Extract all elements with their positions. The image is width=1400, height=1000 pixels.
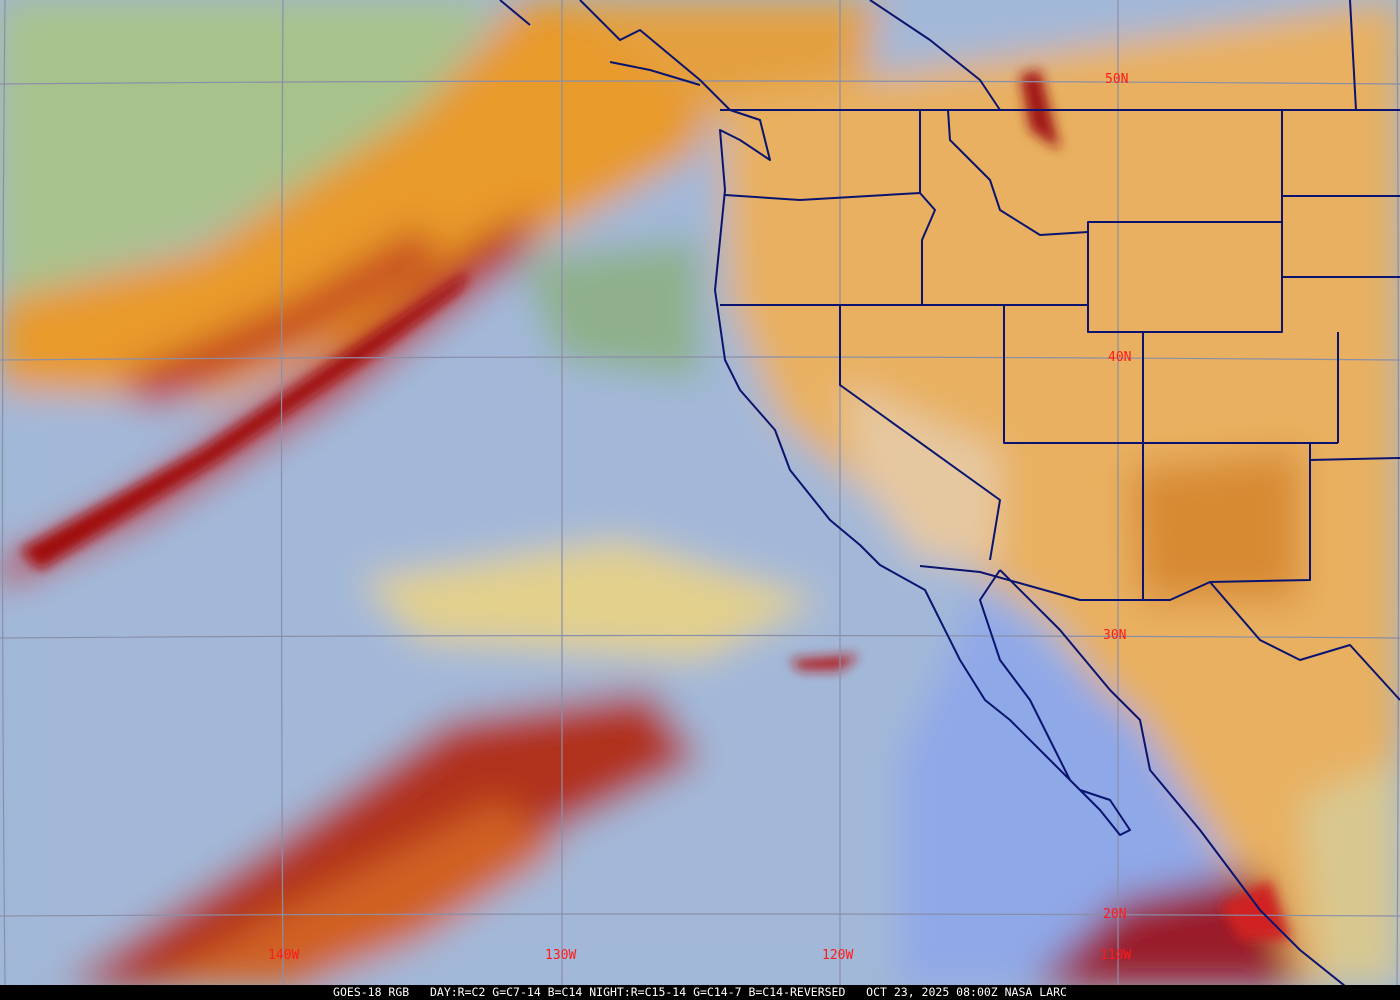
latitude-label-20n: 20N	[1103, 907, 1127, 922]
coastlines-and-borders	[499, 0, 1400, 985]
longitude-label-120w: 120W	[822, 948, 854, 963]
longitude-label-110w: 110W	[1100, 948, 1132, 963]
latitude-label-40n: 40N	[1108, 350, 1132, 365]
longitude-label-140w: 140W	[268, 948, 300, 963]
latitude-label-30n: 30N	[1103, 628, 1127, 643]
image-caption: GOES-18 RGB DAY:R=C2 G=C7-14 B=C14 NIGHT…	[0, 985, 1400, 1000]
longitude-label-130w: 130W	[545, 948, 577, 963]
latitude-label-50n: 50N	[1105, 72, 1129, 87]
cloud-streaks	[20, 70, 1290, 940]
